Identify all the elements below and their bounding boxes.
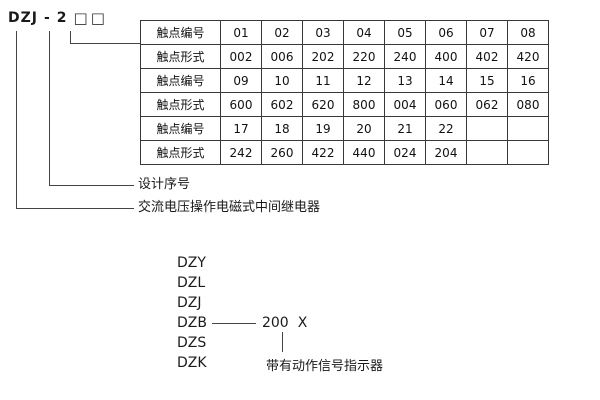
model-series: 2 — [56, 10, 68, 26]
table-cell: 21 — [384, 116, 426, 141]
table-cell: 800 — [343, 92, 385, 117]
table-cell: 260 — [261, 140, 303, 165]
table-cell: 03 — [302, 20, 344, 45]
legend-item-dzl: DZL — [177, 273, 307, 293]
table-cell: 080 — [507, 92, 549, 117]
table-cell: 09 — [220, 68, 262, 93]
row-label: 触点形式 — [140, 92, 221, 117]
legend-item-dzk: DZK — [177, 353, 307, 373]
table-cell: 16 — [507, 68, 549, 93]
table-cell — [507, 140, 549, 165]
indicator-note: 带有动作信号指示器 — [266, 359, 384, 374]
legend-label: DZB — [177, 315, 207, 331]
table-cell: 17 — [220, 116, 262, 141]
row-label: 触点编号 — [140, 20, 221, 45]
table-cell: 08 — [507, 20, 549, 45]
table-cell: 242 — [220, 140, 262, 165]
legend-label: DZY — [177, 255, 206, 271]
legend-item-dzy: DZY — [177, 253, 307, 273]
table-cell: 11 — [302, 68, 344, 93]
table-cell: 220 — [343, 44, 385, 69]
table-cell: 06 — [425, 20, 467, 45]
model-prefix: DZJ — [8, 10, 38, 26]
series-legend: DZY DZL DZJ DZB 200 X DZS DZK — [177, 253, 307, 373]
table-cell: 422 — [302, 140, 344, 165]
table-cell: 12 — [343, 68, 385, 93]
table-row: 触点形式 002 006 202 220 240 400 402 420 — [140, 44, 549, 69]
table-row: 触点形式 242 260 422 440 024 204 — [140, 140, 549, 165]
legend-label: DZJ — [177, 295, 202, 311]
table-cell: 01 — [220, 20, 262, 45]
indicator-connector-vline — [282, 332, 283, 352]
table-cell: 204 — [425, 140, 467, 165]
table-cell: 202 — [302, 44, 344, 69]
table-cell: 024 — [384, 140, 426, 165]
dzb-connector-line — [211, 322, 256, 324]
table-cell: 20 — [343, 116, 385, 141]
table-cell: 602 — [261, 92, 303, 117]
legend-label: DZL — [177, 275, 206, 291]
connector-series-vline — [49, 31, 50, 185]
legend-label: DZK — [177, 355, 207, 371]
table-cell: 15 — [466, 68, 508, 93]
contact-code-table: 触点编号 01 02 03 04 05 06 07 08 触点形式 002 00… — [140, 20, 549, 165]
table-cell: 402 — [466, 44, 508, 69]
row-label: 触点形式 — [140, 44, 221, 69]
table-cell: 004 — [384, 92, 426, 117]
table-cell: 02 — [261, 20, 303, 45]
model-code: DZJ - 2 □□ — [8, 10, 108, 26]
table-cell — [466, 140, 508, 165]
row-label: 触点形式 — [140, 140, 221, 165]
table-row: 触点编号 09 10 11 12 13 14 15 16 — [140, 68, 549, 93]
table-cell: 10 — [261, 68, 303, 93]
legend-item-dzj: DZJ — [177, 293, 307, 313]
table-cell — [466, 116, 508, 141]
model-dash: - — [43, 10, 51, 26]
table-cell: 062 — [466, 92, 508, 117]
table-cell: 19 — [302, 116, 344, 141]
table-cell: 04 — [343, 20, 385, 45]
table-row: 触点编号 17 18 19 20 21 22 — [140, 116, 549, 141]
connector-series-hline — [49, 185, 134, 186]
design-serial-label: 设计序号 — [138, 177, 191, 192]
table-cell — [507, 116, 549, 141]
table-cell: 420 — [507, 44, 549, 69]
connector-boxes-vline — [70, 31, 71, 43]
table-cell: 002 — [220, 44, 262, 69]
legend-label: DZS — [177, 335, 207, 351]
dzb-code: 200 — [261, 315, 289, 331]
row-label: 触点编号 — [140, 116, 221, 141]
table-cell: 22 — [425, 116, 467, 141]
placeholder-boxes: □□ — [73, 8, 108, 27]
connector-prefix-vline — [16, 31, 17, 208]
table-row: 触点形式 600 602 620 800 004 060 062 080 — [140, 92, 549, 117]
table-cell: 006 — [261, 44, 303, 69]
table-cell: 05 — [384, 20, 426, 45]
connector-boxes-hline — [70, 43, 141, 44]
table-cell: 240 — [384, 44, 426, 69]
table-cell: 440 — [343, 140, 385, 165]
table-cell: 620 — [302, 92, 344, 117]
row-label: 触点编号 — [140, 68, 221, 93]
table-cell: 07 — [466, 20, 508, 45]
table-cell: 400 — [425, 44, 467, 69]
table-cell: 060 — [425, 92, 467, 117]
table-cell: 13 — [384, 68, 426, 93]
connector-prefix-hline — [16, 208, 134, 209]
table-cell: 14 — [425, 68, 467, 93]
table-cell: 18 — [261, 116, 303, 141]
table-row: 触点编号 01 02 03 04 05 06 07 08 — [140, 20, 549, 45]
relay-type-label: 交流电压操作电磁式中间继电器 — [138, 200, 321, 215]
legend-item-dzb: DZB 200 X — [177, 313, 307, 333]
legend-item-dzs: DZS — [177, 333, 307, 353]
dzb-suffix: X — [297, 315, 308, 331]
table-cell: 600 — [220, 92, 262, 117]
